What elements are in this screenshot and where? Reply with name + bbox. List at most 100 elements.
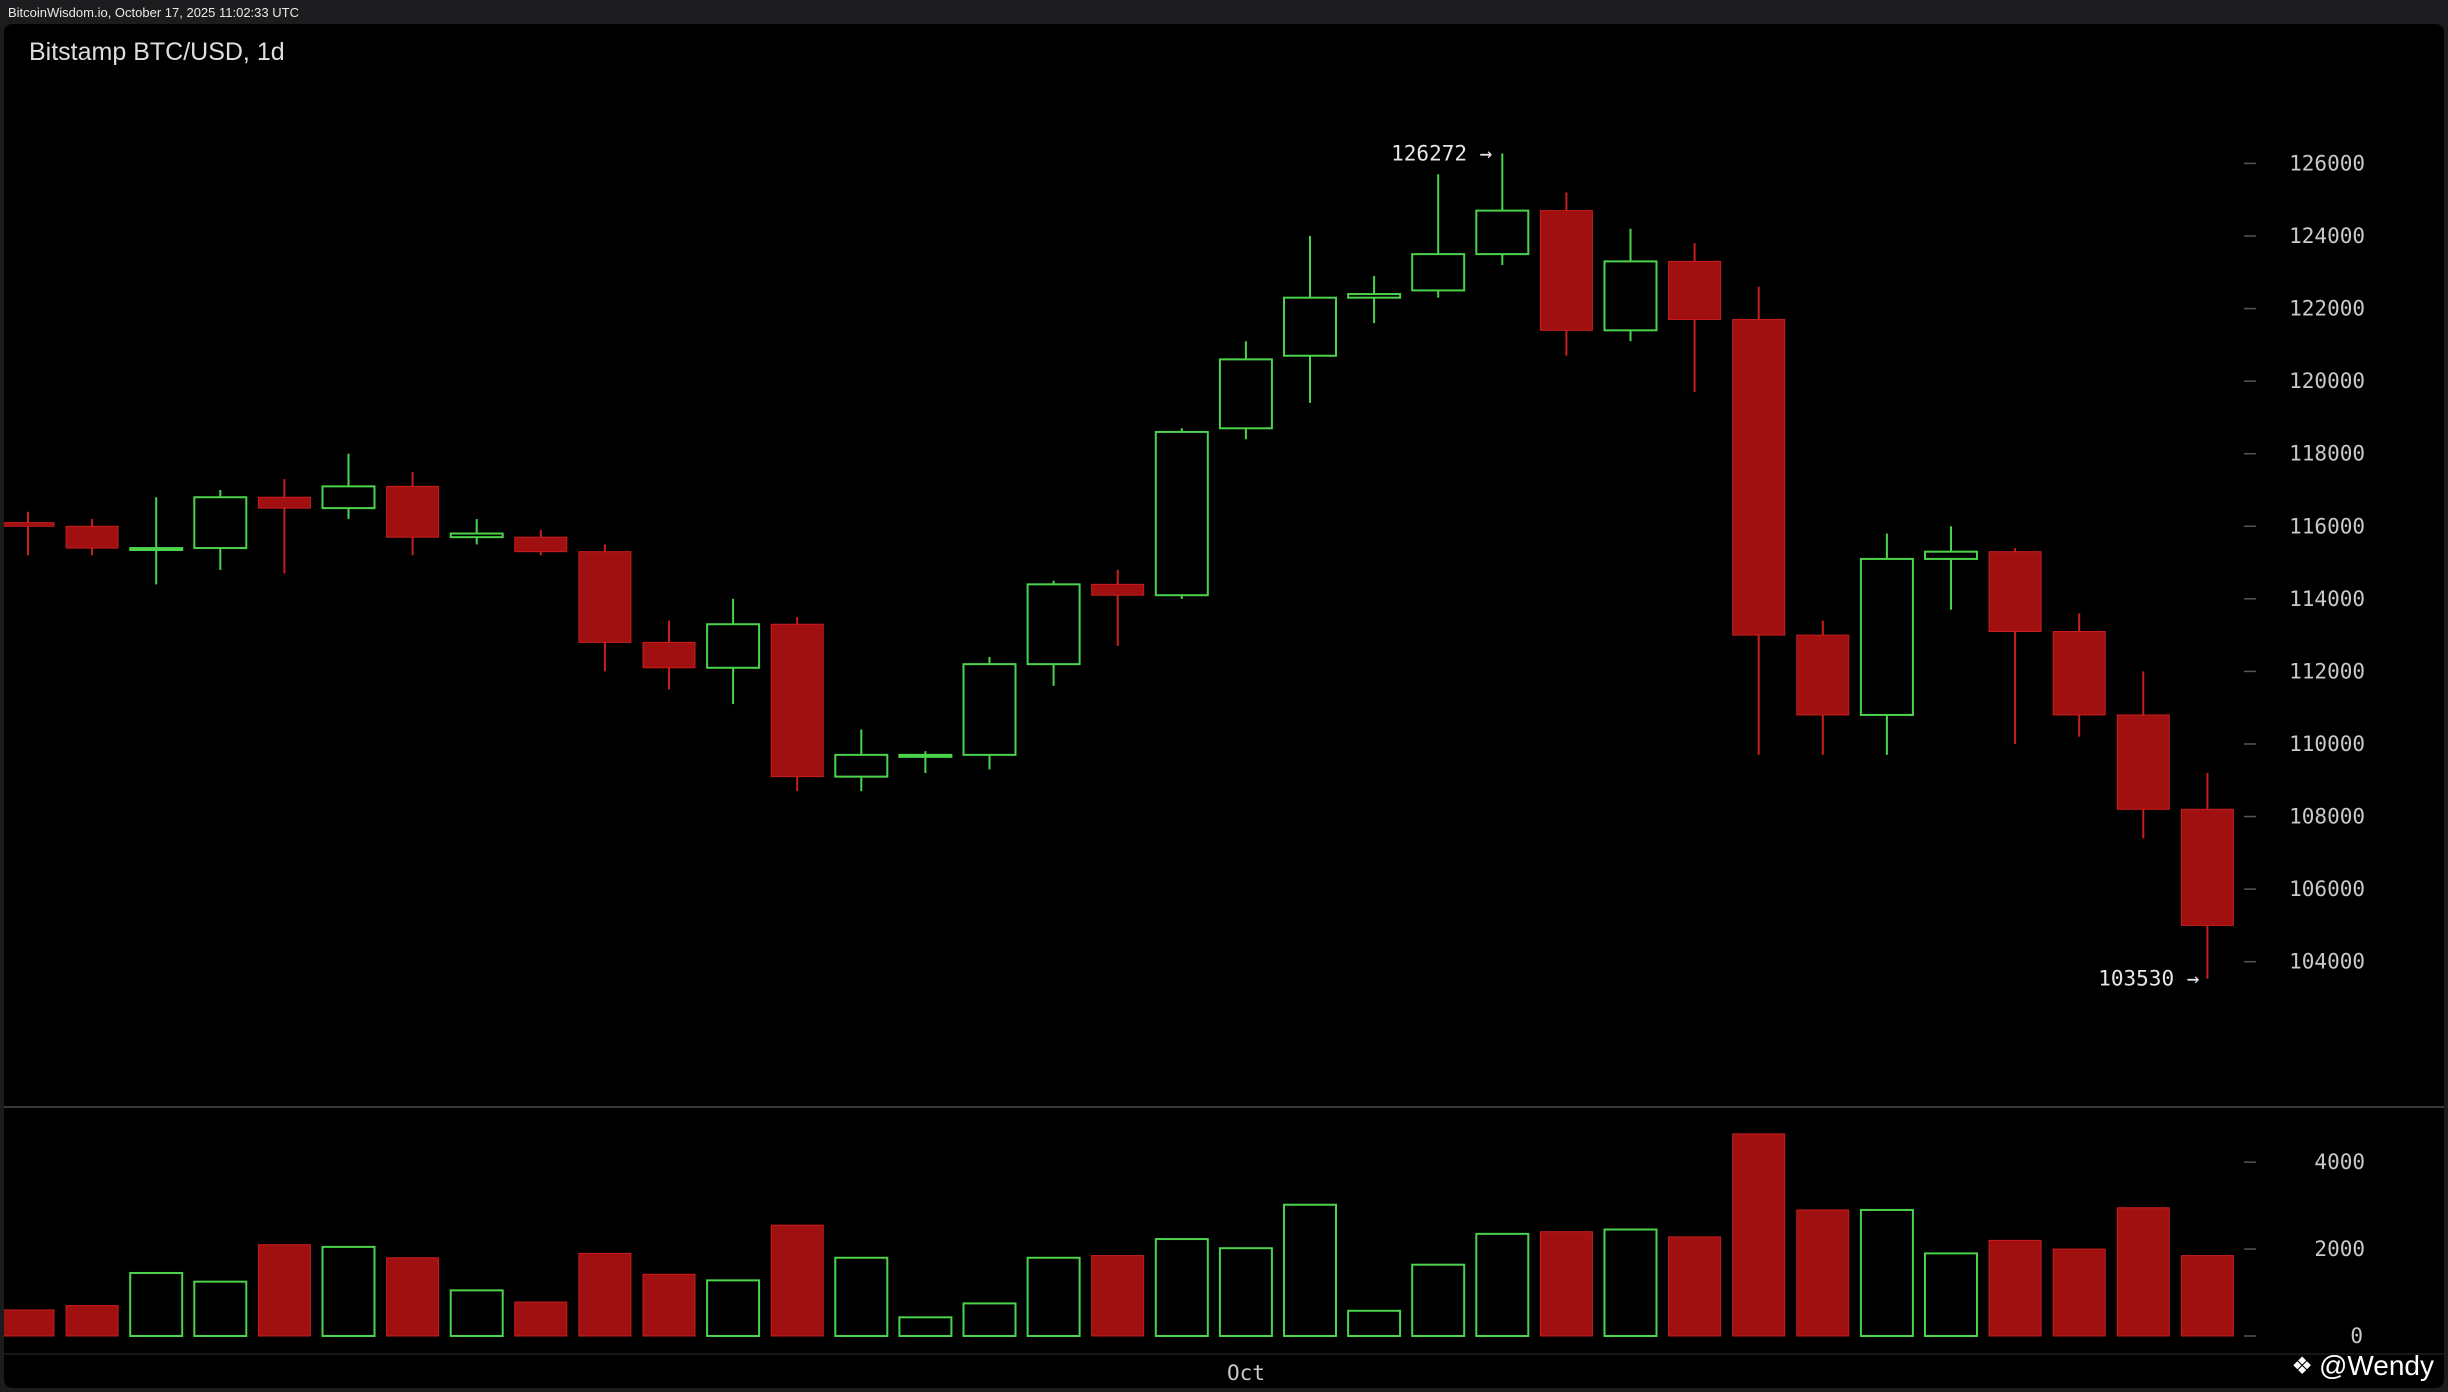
volume-bar-up[interactable] xyxy=(193,1280,248,1337)
candle-up[interactable] xyxy=(706,598,761,705)
candle-up[interactable] xyxy=(834,729,889,792)
candle-body xyxy=(1924,550,1978,560)
candle-up[interactable] xyxy=(962,656,1017,770)
candle-up[interactable] xyxy=(449,519,504,545)
candle-up[interactable] xyxy=(1283,235,1337,403)
volume-bar-down[interactable] xyxy=(1796,1209,1850,1337)
price-tick-label: 118000 xyxy=(2289,442,2365,466)
candle-down[interactable] xyxy=(642,620,696,690)
volume-bar-down[interactable] xyxy=(1091,1255,1145,1337)
volume-bar-up[interactable] xyxy=(1411,1263,1466,1337)
candle-down[interactable] xyxy=(514,529,568,556)
candle-up[interactable] xyxy=(321,453,376,520)
volume-bar-down[interactable] xyxy=(2180,1255,2234,1337)
candle-up[interactable] xyxy=(1475,153,1530,266)
candle-up[interactable] xyxy=(193,489,248,570)
volume-bar-up[interactable] xyxy=(449,1289,504,1338)
volume-bar-up[interactable] xyxy=(1859,1208,1914,1337)
volume-bar-down[interactable] xyxy=(578,1252,632,1337)
volume-bar-down[interactable] xyxy=(642,1273,696,1337)
candle-up[interactable] xyxy=(1154,428,1209,599)
volume-bar-down[interactable] xyxy=(1988,1239,2042,1337)
source-timestamp: BitcoinWisdom.io, October 17, 2025 11:02… xyxy=(8,5,299,20)
volume-bar-down[interactable] xyxy=(257,1244,311,1337)
candle-up[interactable] xyxy=(1411,174,1466,298)
volume-bar-up[interactable] xyxy=(1603,1228,1658,1337)
candle-down[interactable] xyxy=(65,519,119,556)
volume-bar-down[interactable] xyxy=(65,1305,119,1337)
candle-body xyxy=(1154,430,1209,597)
volume-bar-down[interactable] xyxy=(1539,1231,1593,1337)
candle-down[interactable] xyxy=(257,479,311,574)
candle-up[interactable] xyxy=(1347,275,1402,324)
volume-bar-down[interactable] xyxy=(2052,1248,2106,1337)
candle-up[interactable] xyxy=(1603,228,1658,342)
low-annotation: 103530 → xyxy=(2098,967,2199,991)
candle-down[interactable] xyxy=(1732,286,1786,755)
candle-up[interactable] xyxy=(1924,526,1978,610)
volume-bar-up[interactable] xyxy=(321,1245,376,1337)
candle-body xyxy=(1859,557,1914,716)
candle-body xyxy=(386,485,440,538)
volume-bar-up[interactable] xyxy=(706,1279,761,1337)
volume-bar-up[interactable] xyxy=(834,1256,889,1338)
candle-body xyxy=(65,525,119,549)
volume-bar-down[interactable] xyxy=(1732,1133,1786,1337)
volume-bar-up[interactable] xyxy=(1154,1238,1209,1337)
candle-up[interactable] xyxy=(1859,533,1914,755)
candle-body xyxy=(1988,551,2042,632)
volume-tick-label: 2000 xyxy=(2314,1237,2365,1261)
candle-up[interactable] xyxy=(898,751,953,774)
volume-bar-down[interactable] xyxy=(4,1309,55,1337)
candle-up[interactable] xyxy=(1218,341,1273,440)
candle-down[interactable] xyxy=(1796,620,1850,755)
volume-bar-up[interactable] xyxy=(129,1271,184,1337)
candle-down[interactable] xyxy=(4,511,55,556)
candle-down[interactable] xyxy=(2116,671,2170,839)
candlestick-chart[interactable]: 104000 106000 108000 110000 112000 114000 1160… xyxy=(4,24,2444,1388)
volume-bar-up[interactable] xyxy=(1218,1247,1273,1338)
volume-bar-down[interactable] xyxy=(1668,1236,1722,1337)
candle-body xyxy=(257,496,311,509)
candle-body xyxy=(898,753,953,758)
price-tick-label: 126000 xyxy=(2289,151,2365,175)
price-tick-label: 116000 xyxy=(2289,514,2365,538)
candle-down[interactable] xyxy=(2180,773,2234,979)
watermark-text: @Wendy xyxy=(2318,1350,2434,1381)
volume-bar-down[interactable] xyxy=(770,1224,824,1337)
candle-body xyxy=(2052,630,2106,716)
volume-bar-down[interactable] xyxy=(386,1257,440,1337)
volume-bar-up[interactable] xyxy=(962,1302,1017,1337)
candle-down[interactable] xyxy=(1988,548,2042,744)
candle-body xyxy=(1091,583,1145,596)
candle-down[interactable] xyxy=(1539,192,1593,356)
candle-body xyxy=(1603,260,1658,332)
volume-bar-up[interactable] xyxy=(1026,1256,1081,1338)
volume-bar-up[interactable] xyxy=(1924,1252,1978,1338)
volume-bar-up[interactable] xyxy=(1347,1309,1402,1337)
candle-body xyxy=(1475,209,1530,256)
candle-up[interactable] xyxy=(129,497,184,585)
volume-bar-down[interactable] xyxy=(514,1301,568,1337)
price-tick-label: 108000 xyxy=(2289,805,2365,829)
volume-bar-up[interactable] xyxy=(1283,1203,1337,1337)
candle-body xyxy=(1026,583,1081,666)
candle-down[interactable] xyxy=(1668,243,1722,393)
candle-down[interactable] xyxy=(578,544,632,672)
volume-bar-down[interactable] xyxy=(2116,1207,2170,1337)
price-tick-label: 110000 xyxy=(2289,732,2365,756)
candle-body xyxy=(129,547,184,552)
candle-body xyxy=(1796,634,1850,716)
price-tick-label: 112000 xyxy=(2289,659,2365,683)
candle-down[interactable] xyxy=(386,471,440,556)
binance-diamond-icon: ❖ xyxy=(2291,1352,2313,1380)
volume-bar-up[interactable] xyxy=(1475,1232,1530,1337)
candle-down[interactable] xyxy=(770,616,824,792)
candle-body xyxy=(1668,260,1722,320)
candle-down[interactable] xyxy=(2052,613,2106,737)
chart-title: Bitstamp BTC/USD, 1d xyxy=(29,38,285,66)
candle-down[interactable] xyxy=(1091,569,1145,647)
top-bar: BitcoinWisdom.io, October 17, 2025 11:02… xyxy=(0,0,2448,24)
volume-bar-up[interactable] xyxy=(898,1316,953,1337)
candle-up[interactable] xyxy=(1026,580,1081,686)
